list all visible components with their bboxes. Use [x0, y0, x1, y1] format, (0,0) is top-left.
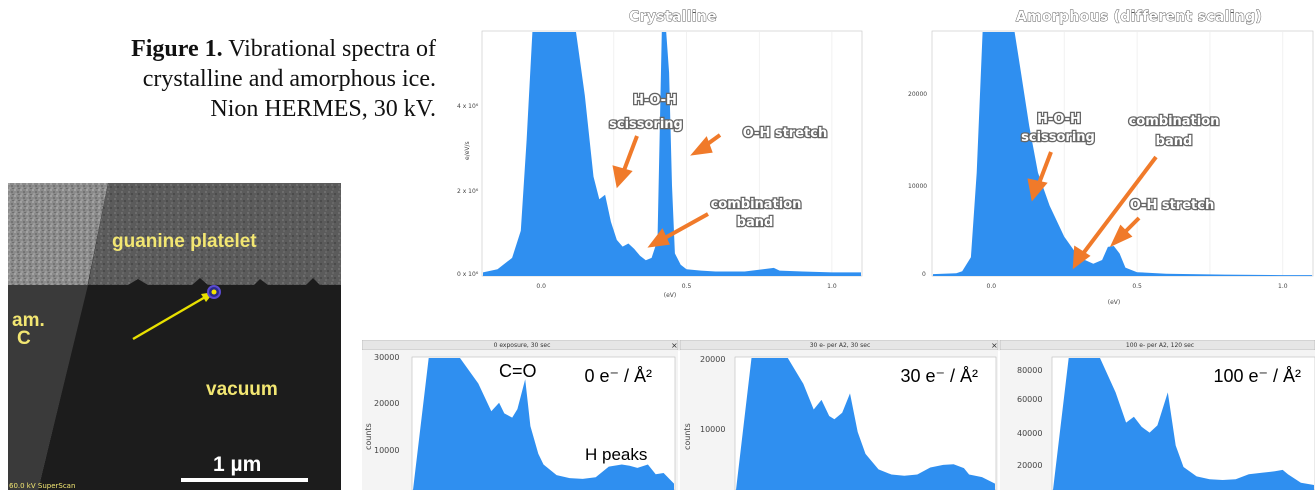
- annotation-arrows: [1027, 151, 1158, 270]
- annotation-hoh-1: H-O-H: [633, 93, 677, 108]
- caption-line-3: Nion HERMES, 30 kV.: [210, 96, 436, 122]
- x-tick-0: 0.0: [536, 283, 546, 290]
- dose-panel-1: 30 e- per A2, 30 sec × 20000 10000 count…: [679, 340, 999, 490]
- annotation-combination-2: band: [737, 215, 774, 230]
- dose-series-panels: 0 exposure, 30 sec × 30000 20000 10000 c…: [362, 340, 1315, 490]
- y-tick-0: 0: [922, 271, 926, 278]
- label-amc-1: am.: [12, 310, 45, 331]
- x-axis-label: (eV): [664, 292, 676, 299]
- chart-amorphous: Amorphous (different scaling) 20000 1000…: [908, 9, 1314, 306]
- caption-line-1: Figure 1. Vibrational spectra of: [40, 34, 436, 64]
- amc-dark-region: [8, 285, 88, 490]
- scale-bar: [181, 478, 308, 482]
- annotation-arrows: [612, 133, 722, 248]
- y-axis-label: e/eV/s: [464, 141, 471, 160]
- x-tick-1: 1.0: [827, 283, 837, 290]
- y-tick-80000: 80000: [1017, 366, 1042, 375]
- label-guanine-platelet: guanine platelet: [112, 231, 257, 252]
- spectrum-area: [933, 32, 1312, 276]
- y-tick-30000: 30000: [374, 353, 399, 362]
- arrow-scissoring-head: [1027, 178, 1048, 202]
- close-icon[interactable]: ×: [671, 341, 678, 350]
- caption-line-2: crystalline and amorphous ice.: [142, 66, 436, 92]
- y-tick-10000: 10000: [908, 183, 927, 190]
- dose-panel-2: 100 e- per A2, 120 sec 80000 60000 40000…: [999, 340, 1315, 490]
- dose-panel-0: 0 exposure, 30 sec × 30000 20000 10000 c…: [362, 340, 679, 490]
- caption-text-1: Vibrational spectra of: [222, 36, 436, 62]
- y-tick-20000: 20000: [374, 399, 399, 408]
- annotation-oh-stretch: O-H stretch: [1130, 198, 1214, 213]
- arrow-scissoring-head: [612, 165, 633, 189]
- spectrum-area: [736, 358, 995, 490]
- pointer-arrow-line: [132, 294, 208, 341]
- annotation-combination-1: combination: [711, 197, 802, 212]
- arrow-scissoring: [621, 135, 639, 174]
- x-tick-0-5: 0.5: [682, 283, 692, 290]
- y-tick-2: 2 x 10⁶: [457, 188, 479, 195]
- annotation-hoh-1: H-O-H: [1037, 112, 1081, 127]
- dose-label: 100 e⁻ / Å²: [1213, 366, 1301, 386]
- spectrum-area: [413, 358, 674, 490]
- arrow-combination: [1080, 155, 1158, 257]
- y-tick-10000: 10000: [374, 446, 399, 455]
- window-title: 0 exposure, 30 sec: [494, 342, 551, 349]
- annotation-hoh-2: scissoring: [1021, 130, 1095, 145]
- annotation-oh-stretch: O-H stretch: [743, 126, 827, 141]
- arrow-combination-head: [1072, 245, 1091, 270]
- caption-label: Figure 1.: [131, 36, 223, 62]
- y-tick-20000: 20000: [1017, 461, 1042, 470]
- window-title: 100 e- per A2, 120 sec: [1126, 342, 1194, 349]
- x-tick-0-5: 0.5: [1132, 283, 1142, 290]
- guanine-platelet-region: [88, 183, 341, 285]
- y-tick-0: 0 x 10⁶: [457, 271, 479, 278]
- annotation-co: C=O: [499, 361, 537, 381]
- figure-caption: Figure 1. Vibrational spectra of crystal…: [40, 34, 436, 124]
- spectrum-area: [1053, 358, 1314, 490]
- x-tick-0: 0.0: [987, 283, 997, 290]
- x-tick-1: 1.0: [1278, 283, 1288, 290]
- arrow-oh-stretch-head: [1109, 224, 1133, 248]
- y-axis-label: counts: [683, 423, 692, 450]
- chart-crystalline: Crystalline 4 x 10⁶ 2 x 10⁶ 0 x 10⁶ e/eV…: [457, 9, 863, 299]
- y-tick-4: 4 x 10⁶: [457, 103, 479, 110]
- y-tick-10000: 10000: [700, 425, 725, 434]
- window-title: 30 e- per A2, 30 sec: [810, 342, 871, 349]
- x-axis-label: (eV): [1108, 299, 1120, 306]
- scale-bar-label: 1 µm: [213, 453, 261, 476]
- arrow-combination-head: [647, 228, 670, 248]
- y-tick-20000: 20000: [908, 91, 927, 98]
- annotation-h-peaks: H peaks: [585, 445, 647, 464]
- arrow-combination: [662, 212, 709, 241]
- y-axis-label: counts: [364, 423, 373, 450]
- label-amc-2: C: [17, 328, 31, 349]
- chart-title: Crystalline: [629, 9, 717, 25]
- chart-title: Amorphous (different scaling): [1016, 9, 1262, 25]
- sem-image-svg: guanine platelet am. C vacuum 1 µm 60.0 …: [8, 183, 341, 490]
- y-tick-40000: 40000: [1017, 429, 1042, 438]
- sem-footer: 60.0 kV SuperScan: [9, 482, 75, 490]
- arrow-oh-stretch-head: [690, 136, 713, 156]
- annotation-combination-2: band: [1156, 134, 1193, 149]
- dose-label: 0 e⁻ / Å²: [584, 366, 652, 386]
- probe-spot-center: [211, 289, 217, 295]
- sem-image: guanine platelet am. C vacuum 1 µm 60.0 …: [8, 183, 341, 490]
- dose-label: 30 e⁻ / Å²: [900, 366, 978, 386]
- label-vacuum: vacuum: [206, 379, 278, 400]
- y-tick-20000: 20000: [700, 355, 725, 364]
- y-tick-60000: 60000: [1017, 395, 1042, 404]
- annotation-hoh-2: scissoring: [609, 117, 683, 132]
- spectrum-area: [483, 32, 861, 276]
- close-icon[interactable]: ×: [991, 341, 998, 350]
- annotation-combination-1: combination: [1129, 114, 1220, 129]
- arrow-scissoring: [1036, 151, 1053, 187]
